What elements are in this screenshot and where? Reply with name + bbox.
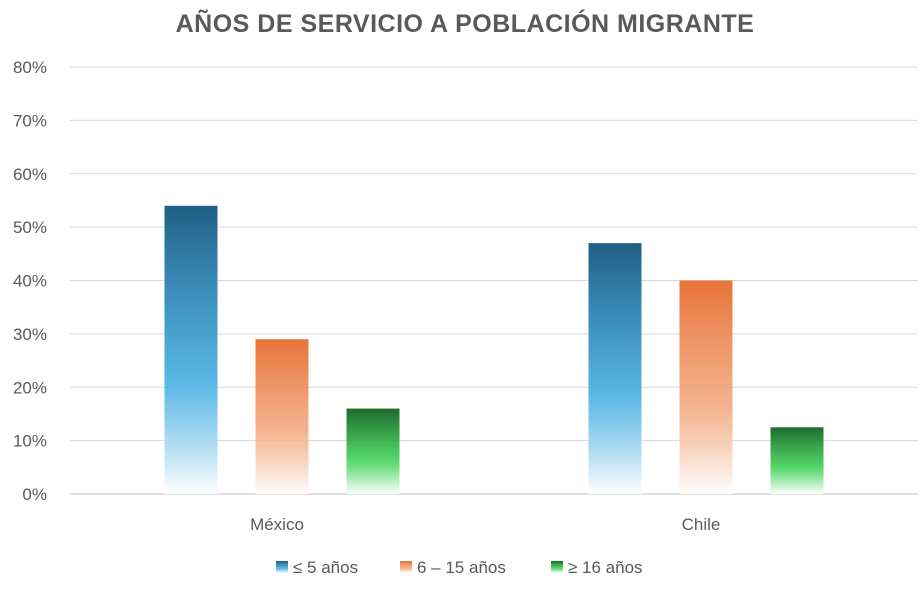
y-tick-label: 10%	[13, 432, 47, 451]
y-tick-label: 80%	[13, 58, 47, 77]
legend-swatch	[400, 561, 412, 573]
legend-label: ≥ 16 años	[568, 558, 643, 577]
bars	[164, 205, 824, 494]
y-tick-label: 0%	[22, 485, 47, 504]
x-axis-categories: México Chile	[250, 515, 720, 534]
legend-swatch	[551, 561, 563, 573]
bar-1-chile	[588, 243, 642, 494]
y-tick-label: 20%	[13, 378, 47, 397]
legend: ≤ 5 años 6 – 15 años ≥ 16 años	[276, 558, 643, 577]
bar-3-mexico	[346, 408, 400, 494]
y-tick-label: 30%	[13, 325, 47, 344]
legend-label: 6 – 15 años	[417, 558, 506, 577]
bar-2-chile	[679, 280, 733, 494]
bar-3-chile	[770, 427, 824, 494]
y-tick-label: 70%	[13, 111, 47, 130]
bar-1-mexico	[164, 205, 218, 494]
bar-2-mexico	[255, 339, 309, 494]
legend-label: ≤ 5 años	[293, 558, 358, 577]
y-tick-label: 50%	[13, 218, 47, 237]
x-category-label: Chile	[682, 515, 721, 534]
chart-title: AÑOS DE SERVICIO A POBLACIÓN MIGRANTE	[176, 8, 755, 38]
x-category-label: México	[250, 515, 304, 534]
y-axis-ticks: 0% 10% 20% 30% 40% 50% 60% 70% 80%	[13, 58, 47, 504]
y-tick-label: 40%	[13, 272, 47, 291]
y-tick-label: 60%	[13, 165, 47, 184]
legend-swatch	[276, 561, 288, 573]
